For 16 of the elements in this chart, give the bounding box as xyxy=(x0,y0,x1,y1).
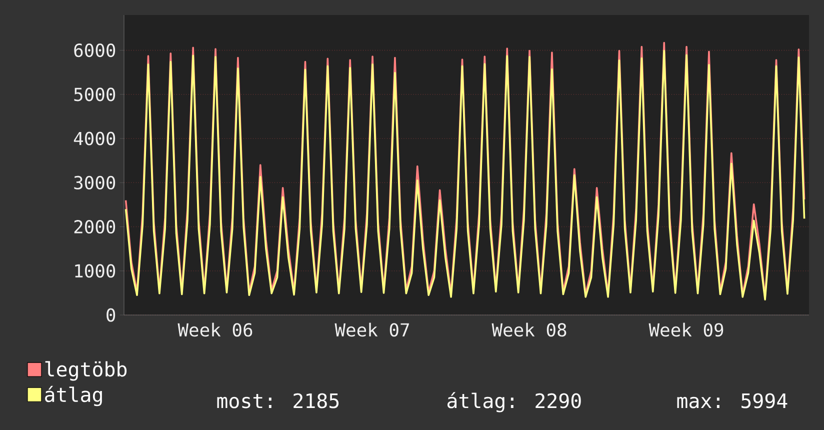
legend-label: átlag xyxy=(45,386,102,406)
x-tick-label: Week 07 xyxy=(334,322,409,337)
text: max: 5994 xyxy=(677,393,788,408)
y-tick-label: 1000 xyxy=(75,264,116,278)
y-tick-label: 6000 xyxy=(74,44,116,58)
y-tick-label: 2000 xyxy=(74,220,116,234)
text: most: 2185 xyxy=(217,393,339,408)
y-tick-label: 3000 xyxy=(74,176,116,190)
x-tick-label: Week 06 xyxy=(178,322,252,337)
text: átlag: 2290 xyxy=(448,392,581,412)
x-tick-label: Week 08 xyxy=(492,322,566,337)
x-tick-label: Week 09 xyxy=(648,322,724,337)
y-tick-label: 4000 xyxy=(74,132,116,146)
legend-label: legtöbb xyxy=(45,361,127,381)
y-tick-label: 5000 xyxy=(74,88,116,102)
y-tick-label: 0 xyxy=(106,308,116,322)
